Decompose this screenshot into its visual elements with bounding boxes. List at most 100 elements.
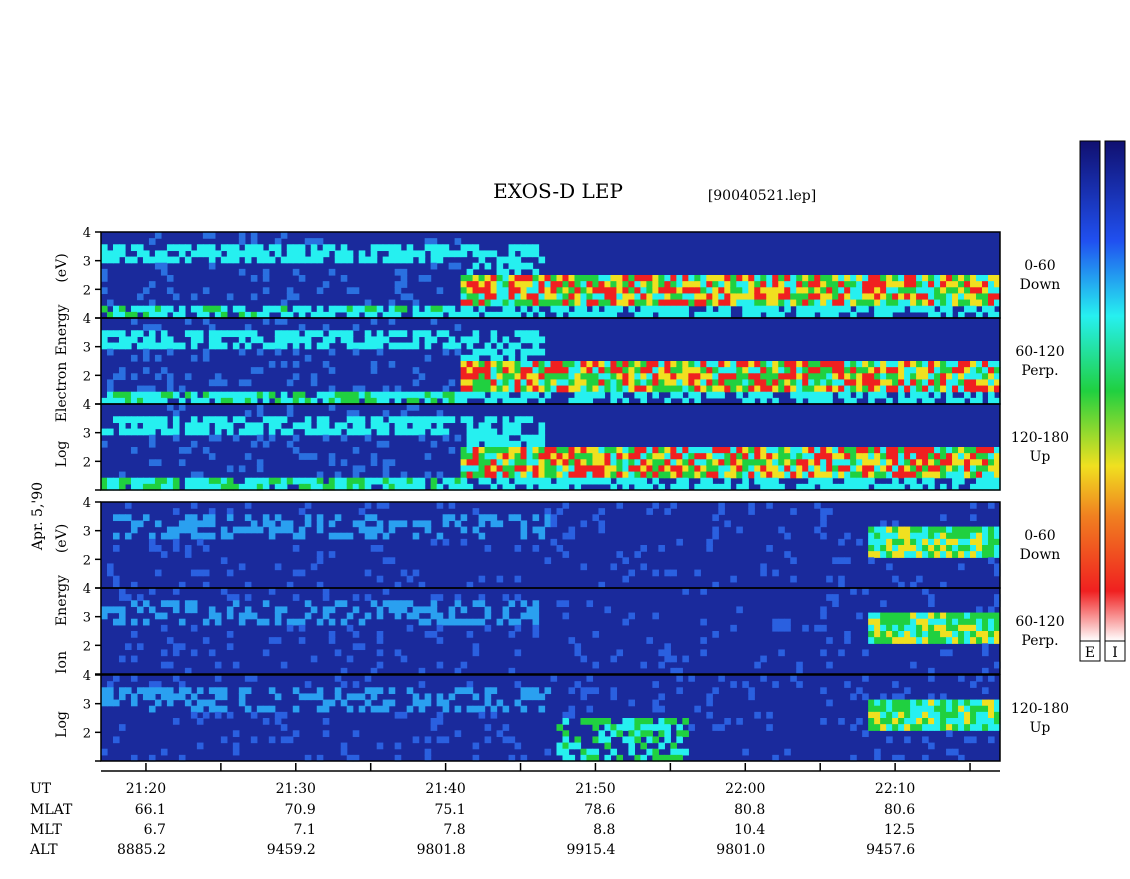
- spectrogram-cell: [826, 483, 833, 491]
- spectrogram-cell: [934, 453, 941, 460]
- spectrogram-cell: [406, 244, 414, 252]
- spectrogram-cell: [724, 293, 731, 301]
- spectrogram-cell: [376, 477, 384, 485]
- spectrogram-cell: [202, 520, 210, 528]
- spectrogram-cell: [892, 699, 899, 707]
- spectrogram-cell: [964, 724, 971, 731]
- spectrogram-cell: [286, 624, 294, 632]
- spectrogram-cell: [652, 293, 659, 301]
- spectrogram-cell: [460, 687, 468, 695]
- spectrogram-cell: [184, 422, 192, 430]
- spectrogram-cell: [988, 606, 995, 614]
- spectrogram-cell: [712, 311, 719, 319]
- spectrogram-cell: [514, 287, 522, 295]
- spectrogram-cell: [592, 391, 600, 399]
- spectrogram-cell: [202, 447, 210, 454]
- spectrogram-cell: [958, 367, 965, 374]
- spectrogram-cell: [436, 718, 444, 725]
- spectrogram-cell: [778, 649, 785, 657]
- spectrogram-cell: [874, 287, 881, 295]
- spectrogram-cell: [904, 477, 911, 485]
- spectrogram-cell: [316, 422, 324, 430]
- spectrogram-cell: [700, 293, 707, 301]
- spectrogram-cell: [628, 736, 636, 744]
- spectrogram-cell: [484, 724, 492, 731]
- panel-frame: [100, 403, 1001, 491]
- spectrogram-cell: [916, 724, 923, 731]
- spectrogram-cell: [976, 532, 983, 540]
- spectrogram-cell: [772, 275, 779, 282]
- spectrogram-cell: [352, 385, 360, 393]
- spectrogram-cell: [322, 705, 330, 713]
- spectrogram-cell: [514, 416, 522, 424]
- spectrogram-cell: [742, 361, 749, 368]
- panel-ion-2: [101, 675, 1001, 762]
- spectrogram-cell: [730, 385, 737, 393]
- spectrogram-cell: [772, 459, 779, 467]
- spectrogram-cell: [970, 287, 977, 295]
- spectrogram-cell: [922, 637, 929, 644]
- spectrogram-cell: [814, 526, 821, 534]
- spectrogram-cell: [880, 724, 887, 731]
- spectrogram-cell: [952, 373, 959, 381]
- spectrogram-cell: [142, 618, 150, 626]
- spectrogram-cell: [130, 397, 138, 405]
- spectrogram-cell: [400, 342, 408, 350]
- spectrogram-cell: [208, 256, 216, 264]
- spectrogram-cell: [898, 471, 905, 479]
- spectrogram-cell: [190, 600, 198, 608]
- spectrogram-cell: [574, 373, 582, 381]
- spectrogram-cell: [274, 477, 282, 485]
- spectrogram-cell: [280, 661, 288, 669]
- spectrogram-cell: [700, 465, 707, 473]
- spectrogram-cell: [682, 588, 689, 595]
- spectrogram-cell: [574, 649, 582, 657]
- spectrogram-cell: [412, 311, 420, 319]
- spectrogram-cell: [520, 262, 528, 270]
- spectrogram-cell: [748, 508, 755, 515]
- y-tick-label: 4: [83, 398, 91, 413]
- spectrogram-cell: [814, 275, 821, 282]
- spectrogram-cell: [298, 250, 306, 258]
- spectrogram-cell: [544, 687, 552, 695]
- spectrogram-cell: [172, 477, 180, 485]
- spectrogram-cell: [886, 699, 893, 707]
- spectrogram-cell: [868, 526, 875, 534]
- spectrogram-cell: [232, 244, 240, 252]
- spectrogram-cell: [760, 465, 767, 473]
- spectrogram-cell: [658, 742, 665, 750]
- spectrogram-cell: [148, 342, 156, 350]
- spectrogram-cell: [838, 581, 845, 589]
- spectrogram-cell: [484, 453, 492, 460]
- spectrogram-cell: [112, 581, 120, 589]
- spectrogram-cell: [166, 275, 174, 282]
- spectrogram-cell: [970, 724, 977, 731]
- spectrogram-cell: [976, 606, 983, 614]
- spectrogram-cell: [184, 606, 192, 614]
- spectrogram-cell: [676, 305, 683, 313]
- spectrogram-cell: [496, 477, 504, 485]
- spectrogram-cell: [160, 477, 168, 485]
- spectrogram-cell: [466, 483, 474, 491]
- spectrogram-cell: [520, 453, 528, 460]
- spectrogram-cell: [532, 440, 540, 448]
- spectrogram-cell: [670, 287, 677, 295]
- spectrogram-cell: [730, 367, 737, 374]
- spectrogram-cell: [718, 379, 725, 387]
- spectrogram-cell: [460, 373, 468, 381]
- spectrogram-cell: [688, 379, 695, 387]
- spectrogram-cell: [154, 342, 162, 350]
- spectrogram-cell: [160, 397, 168, 405]
- spectrogram-cell: [226, 256, 234, 264]
- spectrogram-cell: [172, 434, 180, 442]
- spectrogram-cell: [478, 250, 486, 258]
- spectrogram-cell: [250, 250, 258, 258]
- spectrogram-cell: [466, 305, 474, 313]
- spectrogram-cell: [424, 311, 432, 319]
- spectrogram-cell: [958, 453, 965, 460]
- spectrogram-cell: [766, 281, 773, 288]
- spectrogram-cell: [430, 612, 438, 620]
- spectrogram-cell: [622, 465, 630, 473]
- spectrogram-cell: [340, 742, 348, 750]
- spectrogram-cell: [490, 453, 498, 460]
